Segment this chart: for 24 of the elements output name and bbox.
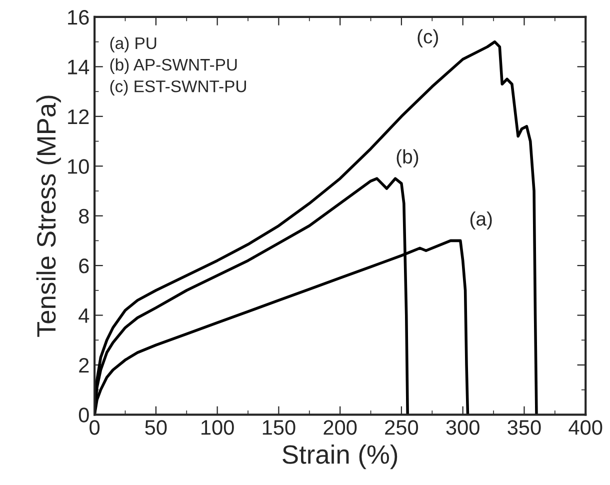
x-tick-label: 100: [202, 420, 234, 435]
y-tick-label: 10: [68, 159, 89, 174]
y-tick-label: 2: [79, 358, 89, 373]
x-tick-label: 400: [568, 420, 602, 435]
x-tick-label: 200: [324, 420, 357, 435]
annotation: (a) PU (b) AP-SWNT-PU (c) EST-SWNT-PU: [110, 36, 246, 96]
series-label: (c): [418, 29, 438, 48]
x-tick-label: 0: [90, 420, 100, 435]
y-tick-label: 16: [68, 10, 89, 25]
x-tick-label: 150: [262, 420, 296, 435]
x-tick-label: 250: [385, 420, 418, 435]
series-label: (b): [396, 149, 418, 168]
y-tick-label: 0: [78, 408, 89, 422]
x-tick-label: 300: [446, 420, 480, 435]
y-tick-label: 8: [79, 208, 89, 224]
y-tick-label: 14: [68, 60, 90, 74]
y-tick-label: 12: [68, 109, 89, 124]
y-tick-label: 4: [78, 308, 90, 323]
series-label: (a): [470, 211, 492, 230]
x-axis-title: Strain (%): [282, 444, 398, 470]
y-tick-label: 6: [79, 258, 89, 274]
y-axis-title: Tensile Stress (MPa): [36, 96, 61, 337]
x-tick-label: 50: [145, 420, 167, 435]
x-tick-label: 350: [508, 420, 541, 435]
